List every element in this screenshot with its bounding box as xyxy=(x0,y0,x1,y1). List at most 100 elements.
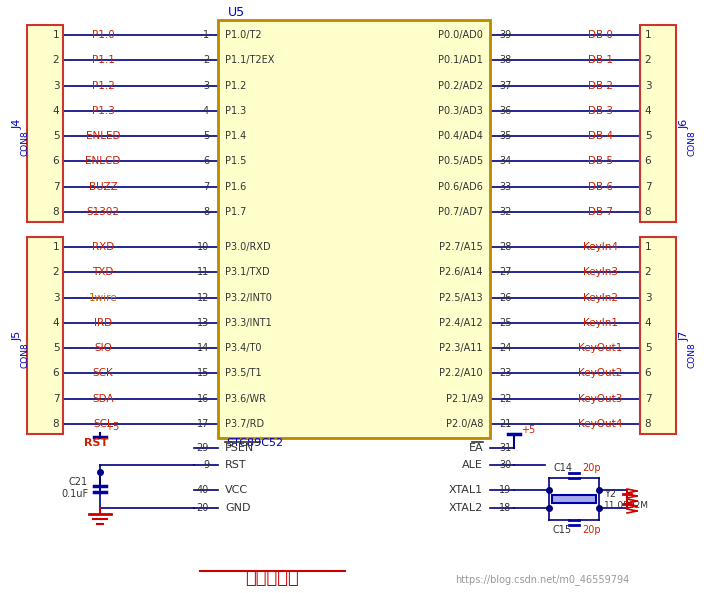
Text: 6: 6 xyxy=(644,157,652,167)
Text: P2.4/A12: P2.4/A12 xyxy=(440,318,483,328)
Text: 20: 20 xyxy=(196,503,209,513)
Text: P0.2/AD2: P0.2/AD2 xyxy=(438,81,483,91)
Text: 10: 10 xyxy=(197,242,209,252)
Text: 8: 8 xyxy=(644,207,652,217)
Text: C21: C21 xyxy=(69,477,88,487)
Text: 16: 16 xyxy=(197,394,209,404)
Text: 4: 4 xyxy=(52,318,60,328)
Text: XTAL1: XTAL1 xyxy=(449,485,483,495)
Bar xyxy=(640,237,676,434)
Text: 3: 3 xyxy=(52,81,60,91)
Text: CON8: CON8 xyxy=(688,130,696,157)
Text: TXD: TXD xyxy=(92,267,113,278)
Text: P1.2: P1.2 xyxy=(225,81,246,91)
Text: 37: 37 xyxy=(499,81,511,91)
Text: 20p: 20p xyxy=(582,463,601,473)
Text: P1.0: P1.0 xyxy=(91,30,114,40)
Text: 1: 1 xyxy=(203,30,209,40)
Text: GND: GND xyxy=(225,503,250,513)
Text: 5: 5 xyxy=(644,131,652,141)
Text: 13: 13 xyxy=(197,318,209,328)
Text: 8: 8 xyxy=(52,419,60,429)
Text: KeyIn3: KeyIn3 xyxy=(583,267,618,278)
Text: 5: 5 xyxy=(644,343,652,353)
Text: 21: 21 xyxy=(499,419,511,429)
Text: 33: 33 xyxy=(499,181,511,192)
Text: 2: 2 xyxy=(644,55,652,65)
Text: 11: 11 xyxy=(197,267,209,278)
Text: 12: 12 xyxy=(196,292,209,302)
Text: 30: 30 xyxy=(499,460,511,470)
Text: 单片机电路: 单片机电路 xyxy=(245,569,299,587)
Text: KeyIn4: KeyIn4 xyxy=(583,242,618,252)
Text: DB 1: DB 1 xyxy=(588,55,613,65)
Text: 6: 6 xyxy=(203,157,209,167)
Text: J6: J6 xyxy=(680,119,690,129)
Text: P0.0/AD0: P0.0/AD0 xyxy=(438,30,483,40)
Bar xyxy=(640,25,676,222)
Text: P1.7: P1.7 xyxy=(225,207,246,217)
Text: 3: 3 xyxy=(52,292,60,302)
Text: C15: C15 xyxy=(553,525,572,535)
Text: CON8: CON8 xyxy=(21,130,30,157)
Text: P1.3: P1.3 xyxy=(91,106,114,116)
Text: 3: 3 xyxy=(644,81,652,91)
Text: ALE: ALE xyxy=(462,460,483,470)
Text: 3: 3 xyxy=(203,81,209,91)
Text: 17: 17 xyxy=(196,419,209,429)
Text: 6: 6 xyxy=(52,368,60,378)
Text: +5: +5 xyxy=(105,422,119,432)
Text: U5: U5 xyxy=(228,7,245,20)
Text: 9: 9 xyxy=(203,460,209,470)
Text: 18: 18 xyxy=(499,503,511,513)
Text: 4: 4 xyxy=(203,106,209,116)
Text: P1.1/T2EX: P1.1/T2EX xyxy=(225,55,274,65)
Text: 2: 2 xyxy=(203,55,209,65)
Text: KeyOut4: KeyOut4 xyxy=(578,419,623,429)
Text: 39: 39 xyxy=(499,30,511,40)
Text: P2.7/A15: P2.7/A15 xyxy=(440,242,483,252)
Text: KeyOut1: KeyOut1 xyxy=(578,343,623,353)
Text: P3.5/T1: P3.5/T1 xyxy=(225,368,262,378)
Text: 20p: 20p xyxy=(582,525,601,535)
Text: 11.0592M: 11.0592M xyxy=(604,502,649,511)
Text: CON8: CON8 xyxy=(21,343,30,368)
Text: 38: 38 xyxy=(499,55,511,65)
Text: KeyOut2: KeyOut2 xyxy=(578,368,623,378)
Bar xyxy=(218,20,490,438)
Text: 5: 5 xyxy=(203,131,209,141)
Text: 32: 32 xyxy=(499,207,511,217)
Text: 8: 8 xyxy=(203,207,209,217)
Text: DB 7: DB 7 xyxy=(588,207,613,217)
Text: 14: 14 xyxy=(197,343,209,353)
Text: 8: 8 xyxy=(644,419,652,429)
Text: 7: 7 xyxy=(52,394,60,404)
Text: 31: 31 xyxy=(499,443,511,453)
Text: KeyIn2: KeyIn2 xyxy=(583,292,618,302)
Text: 7: 7 xyxy=(52,181,60,192)
Text: 2: 2 xyxy=(52,267,60,278)
Text: Y2: Y2 xyxy=(604,489,616,499)
Text: 26: 26 xyxy=(499,292,511,302)
Text: P0.5/AD5: P0.5/AD5 xyxy=(438,157,483,167)
Text: P3.2/INT0: P3.2/INT0 xyxy=(225,292,272,302)
Text: ENLCD: ENLCD xyxy=(85,157,121,167)
Bar xyxy=(27,237,63,434)
Text: 1: 1 xyxy=(52,242,60,252)
Text: RXD: RXD xyxy=(92,242,114,252)
Text: ENLED: ENLED xyxy=(86,131,121,141)
Text: 1wire: 1wire xyxy=(89,292,117,302)
Text: P3.7/RD: P3.7/RD xyxy=(225,419,264,429)
Text: P0.3/AD3: P0.3/AD3 xyxy=(438,106,483,116)
Text: P2.2/A10: P2.2/A10 xyxy=(440,368,483,378)
Text: P0.6/AD6: P0.6/AD6 xyxy=(438,181,483,192)
Text: DB 0: DB 0 xyxy=(588,30,613,40)
Text: SCK: SCK xyxy=(93,368,113,378)
Text: 23: 23 xyxy=(499,368,511,378)
Text: 24: 24 xyxy=(499,343,511,353)
Text: DB 5: DB 5 xyxy=(588,157,613,167)
Text: 7: 7 xyxy=(203,181,209,192)
Text: SDA: SDA xyxy=(92,394,114,404)
Text: 1: 1 xyxy=(52,30,60,40)
Text: BUZZ: BUZZ xyxy=(89,181,118,192)
